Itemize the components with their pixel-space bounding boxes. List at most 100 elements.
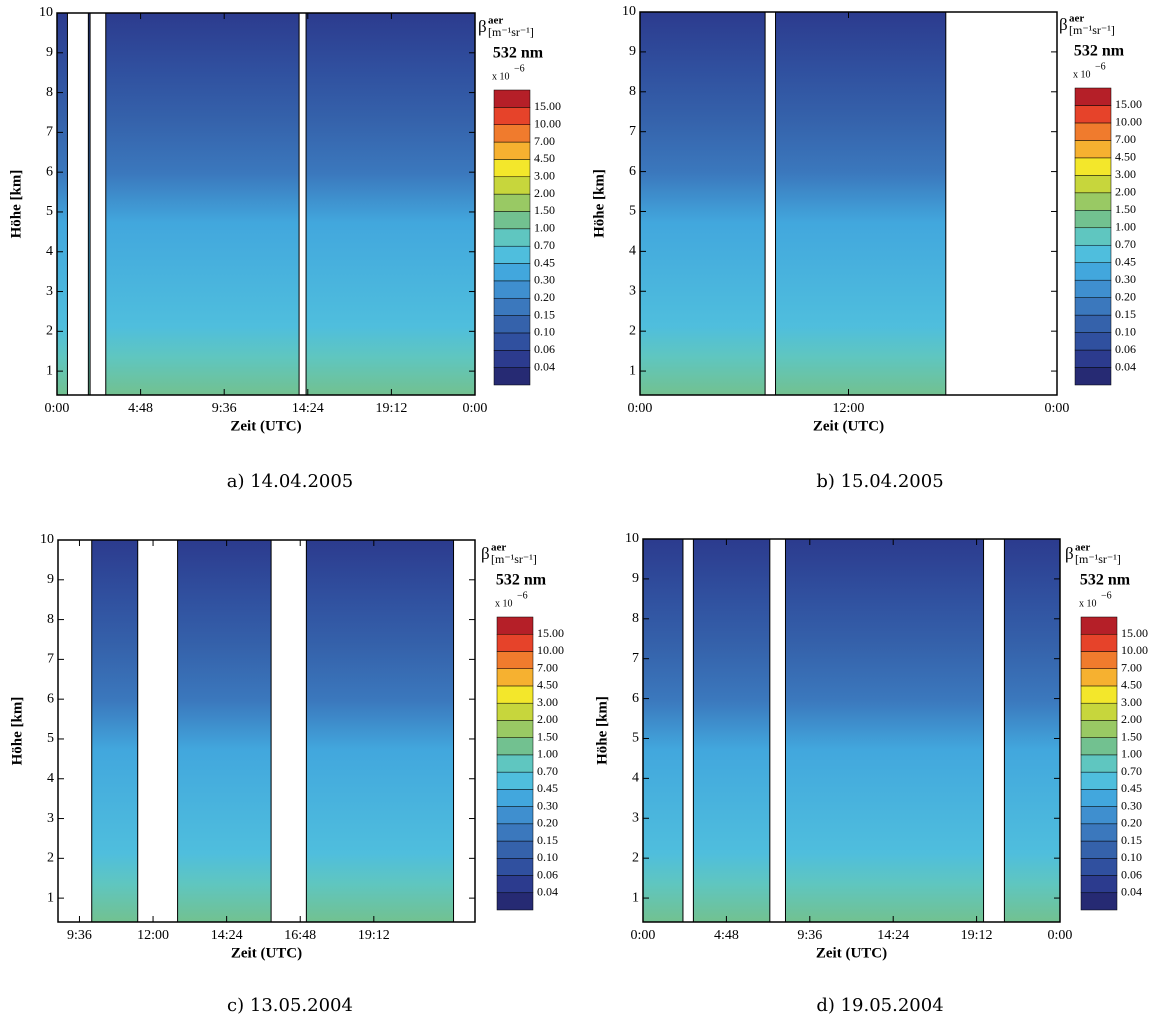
colorbar-band <box>1080 840 1118 859</box>
colorbar-band <box>1074 105 1112 124</box>
y-tick-label: 3 <box>632 810 639 825</box>
caption: c) 13.05.2004 <box>227 995 353 1016</box>
x-tick-label: 0:00 <box>628 401 653 416</box>
data-gap <box>983 538 1005 923</box>
colorbar-unit: [m⁻¹sr⁻¹] <box>491 552 537 566</box>
y-axis-label: Höhe [km] <box>9 697 25 766</box>
colorbar-label: 0.04 <box>1115 359 1136 373</box>
x-tick-label: 12:00 <box>833 401 865 416</box>
colorbar-band <box>1074 279 1112 298</box>
y-tick-label: 10 <box>622 4 636 19</box>
colorbar-band <box>1080 737 1118 756</box>
x-tick-label: 0:00 <box>1048 928 1073 943</box>
colorbar-symbol: β <box>1065 544 1074 563</box>
colorbar-label: 0.10 <box>537 850 558 864</box>
y-tick-label: 10 <box>40 532 54 547</box>
colorbar-band <box>1080 616 1118 635</box>
y-tick-label: 3 <box>47 811 54 826</box>
colorbar-wavelength: 532 nm <box>1080 572 1131 589</box>
y-tick-label: 7 <box>47 652 54 667</box>
y-tick-label: 3 <box>46 284 53 299</box>
colorbar-band <box>493 245 531 264</box>
colorbar-label: 15.00 <box>534 99 561 113</box>
data-gap <box>89 12 107 396</box>
colorbar-label: 0.06 <box>1121 867 1142 881</box>
y-tick-label: 10 <box>39 5 53 20</box>
colorbar-label: 7.00 <box>537 660 558 674</box>
colorbar-label: 0.20 <box>534 290 555 304</box>
y-axis-label: Höhe [km] <box>8 170 24 239</box>
colorbar-unit: [m⁻¹sr⁻¹] <box>488 25 534 39</box>
colorbar-label: 0.70 <box>1115 237 1136 251</box>
colorbar-band <box>496 806 534 825</box>
colorbar-label: 0.10 <box>1115 324 1136 338</box>
y-tick-label: 6 <box>46 164 53 179</box>
y-tick-label: 7 <box>632 651 639 666</box>
colorbar-band <box>496 858 534 876</box>
x-tick-label: 16:48 <box>284 928 316 943</box>
colorbar-band <box>1074 210 1112 229</box>
y-tick-label: 9 <box>632 571 639 586</box>
colorbar-label: 4.50 <box>534 151 555 165</box>
x-tick-label: 19:12 <box>375 401 407 416</box>
colorbar-label: 10.00 <box>534 116 561 130</box>
colorbar-scale-exp: −6 <box>1101 590 1112 601</box>
y-tick-label: 8 <box>46 85 53 100</box>
y-tick-label: 5 <box>632 731 639 746</box>
colorbar-label: 0.70 <box>534 238 555 252</box>
caption: d) 19.05.2004 <box>816 995 943 1016</box>
colorbar-label: 0.45 <box>1121 781 1142 795</box>
colorbar-band <box>1080 771 1118 790</box>
colorbar-band <box>493 228 531 247</box>
x-axis-label: Zeit (UTC) <box>230 418 301 434</box>
colorbar-sup: aer <box>1069 13 1084 25</box>
data-gap <box>453 539 476 923</box>
colorbar-band <box>1080 633 1118 652</box>
colorbar-scale: x 10 <box>1079 598 1097 609</box>
colorbar-label: 0.30 <box>1115 272 1136 286</box>
colorbar-band <box>1080 668 1118 687</box>
colorbar-band <box>1080 858 1118 876</box>
colorbar-label: 1.50 <box>534 203 555 217</box>
colorbar-band <box>1080 806 1118 825</box>
colorbar-label: 0.70 <box>1121 764 1142 778</box>
contour-field <box>58 540 475 922</box>
x-tick-label: 14:24 <box>877 928 909 943</box>
colorbar-label: 0.06 <box>534 342 555 356</box>
colorbar-band <box>496 668 534 687</box>
x-tick-label: 0:00 <box>631 928 656 943</box>
colorbar-label: 7.00 <box>534 134 555 148</box>
colorbar-label: 3.00 <box>1115 167 1136 181</box>
colorbar-label: 0.04 <box>537 885 558 899</box>
colorbar-band <box>1080 892 1118 911</box>
colorbar-band <box>1074 192 1112 211</box>
colorbar-band <box>1074 227 1112 246</box>
colorbar-label: 10.00 <box>1121 643 1148 657</box>
colorbar-band <box>493 263 531 282</box>
colorbar-label: 1.50 <box>1115 202 1136 216</box>
colorbar-band <box>493 176 531 195</box>
colorbar-label: 3.00 <box>534 169 555 183</box>
y-tick-label: 4 <box>629 244 636 259</box>
colorbar-wavelength: 532 nm <box>1074 43 1125 60</box>
y-tick-label: 1 <box>629 363 636 378</box>
y-tick-label: 2 <box>629 323 636 338</box>
colorbar-label: 7.00 <box>1115 132 1136 146</box>
colorbar-label: 0.15 <box>537 833 558 847</box>
colorbar-label: 0.20 <box>537 816 558 830</box>
caption: a) 14.04.2005 <box>227 471 354 492</box>
colorbar-scale: x 10 <box>495 598 513 609</box>
colorbar-label: 15.00 <box>1121 626 1148 640</box>
colorbar-band <box>496 771 534 790</box>
y-axis-label: Höhe [km] <box>594 696 610 765</box>
y-tick-label: 4 <box>632 771 639 786</box>
colorbar-label: 2.00 <box>537 712 558 726</box>
colorbar-label: 0.10 <box>1121 850 1142 864</box>
y-tick-label: 9 <box>629 44 636 59</box>
colorbar-band <box>493 332 531 351</box>
colorbar-band <box>493 124 531 143</box>
panel: 1 2 3 4 5 6 7 8 9 10 9:36 12:00 14:24 16:48 19:12 Zeit … <box>9 532 564 1016</box>
y-tick-label: 1 <box>47 890 54 905</box>
y-tick-label: 8 <box>632 611 639 626</box>
